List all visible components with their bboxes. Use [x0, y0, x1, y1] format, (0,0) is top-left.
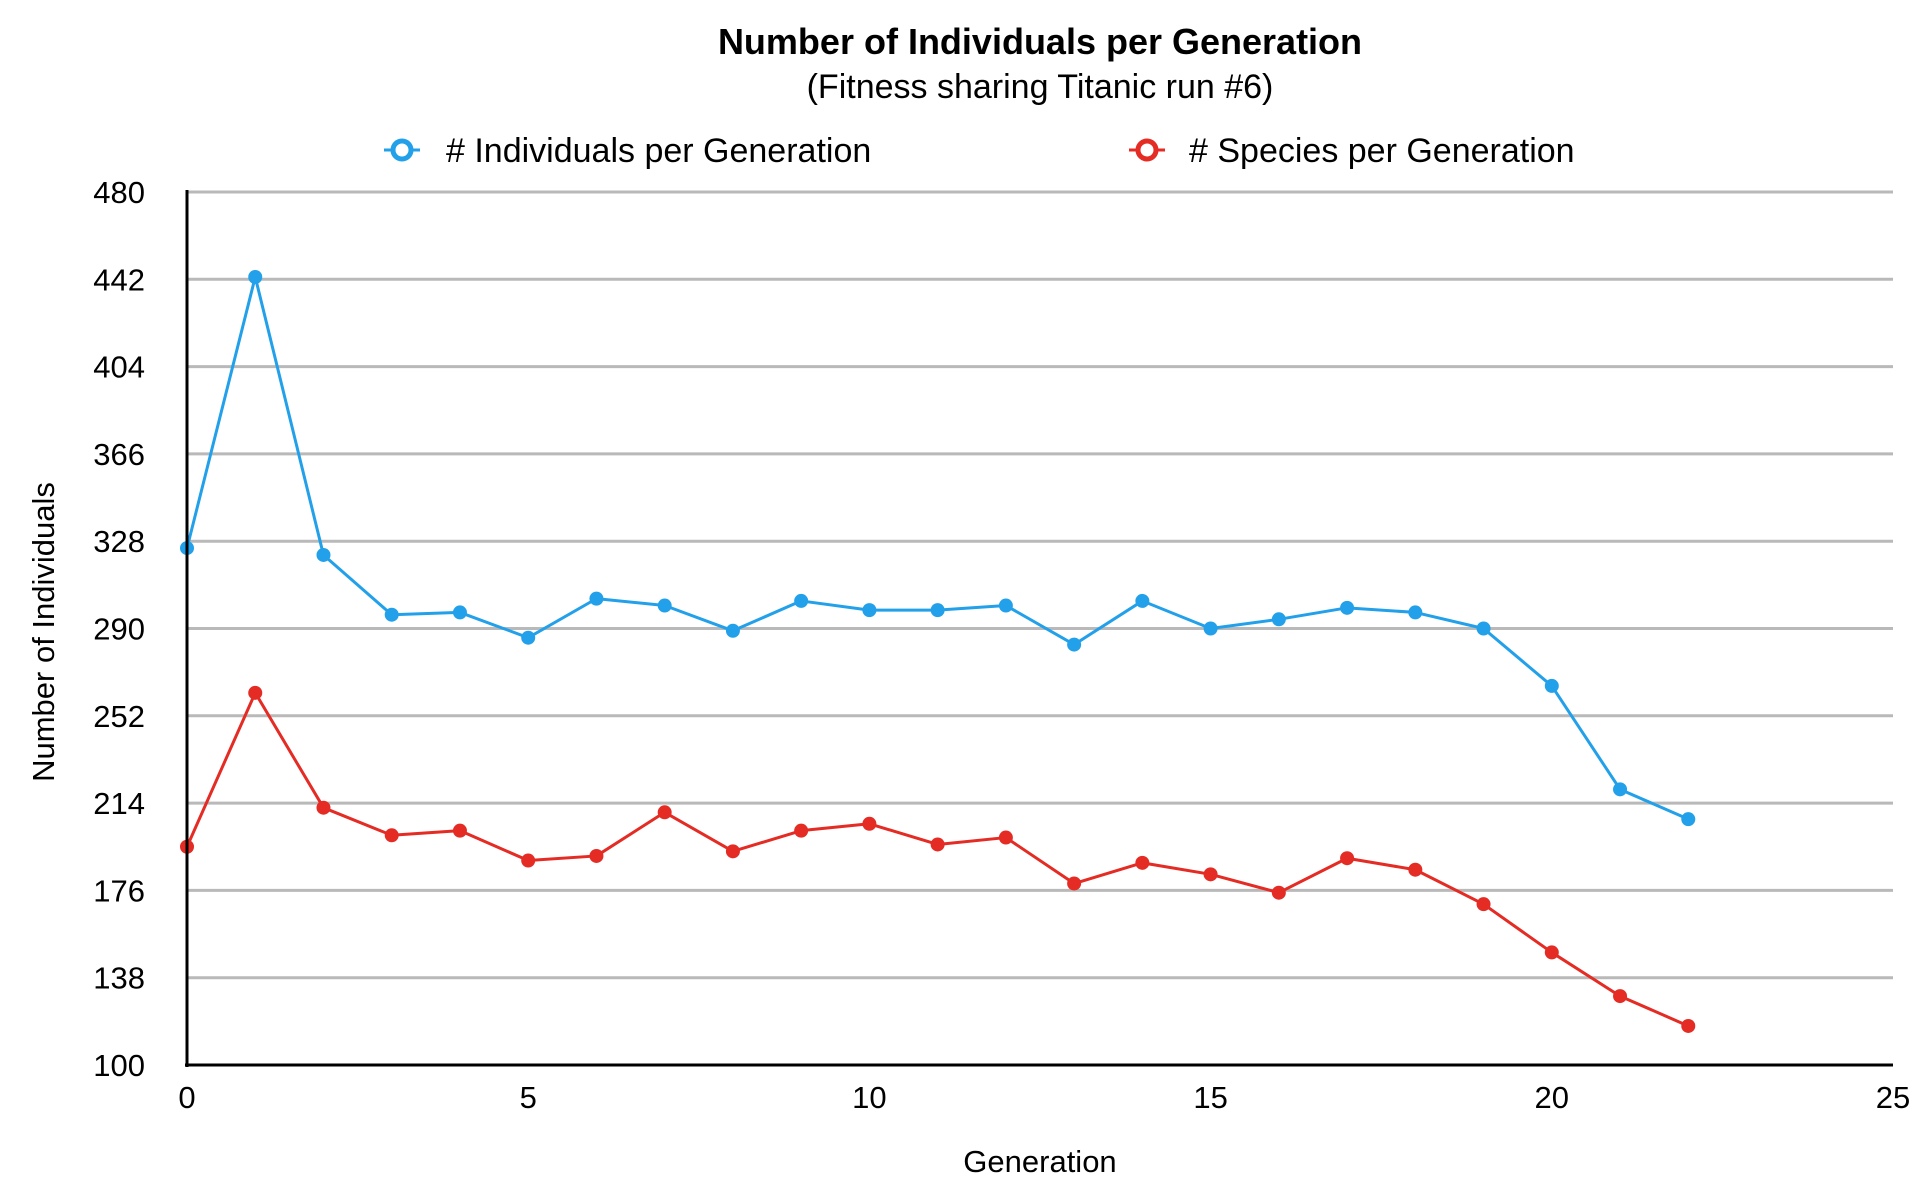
data-point: [1408, 862, 1423, 877]
data-point: [1203, 867, 1218, 882]
tick-labels: 100 138 176 214 252 290 328 366 404 442 480 0 5 10 15 2…: [93, 175, 1910, 1115]
legend-item-2: # Species per Generation: [1129, 132, 1575, 170]
y-tick-label: 290: [93, 612, 145, 647]
data-point: [998, 830, 1013, 845]
data-point: [1135, 593, 1150, 608]
data-point: [248, 270, 263, 285]
x-tick-label: 10: [852, 1080, 886, 1115]
data-point: [384, 607, 399, 622]
data-point: [725, 623, 740, 638]
data-point: [1203, 621, 1218, 636]
y-axis-label: Number of Individuals: [26, 482, 61, 782]
chart-title: Number of Individuals per Generation: [718, 21, 1362, 62]
data-point: [1613, 989, 1628, 1004]
y-tick-label: 366: [93, 437, 145, 472]
chart-subtitle: (Fitness sharing Titanic run #6): [807, 68, 1274, 106]
data-point: [862, 603, 877, 618]
y-tick-label: 480: [93, 175, 145, 210]
data-point: [1681, 812, 1696, 827]
x-tick-label: 15: [1193, 1080, 1227, 1115]
data-point: [794, 823, 809, 838]
chart-legend: # Individuals per Generation # Species pe…: [384, 132, 1575, 170]
data-point: [930, 603, 945, 618]
series-line: [185, 275, 1689, 821]
data-point: [452, 823, 467, 838]
data-point: [1476, 621, 1491, 636]
data-point: [1408, 605, 1423, 620]
data-point: [589, 848, 604, 863]
data-point: [1544, 945, 1559, 960]
x-axis-label: Generation: [963, 1144, 1116, 1179]
grid-lines: [187, 190, 1893, 1067]
data-point: [1613, 782, 1628, 797]
data-point: [316, 800, 331, 815]
data-point: [589, 591, 604, 606]
series-layer: [180, 270, 1696, 1033]
data-point: [1271, 885, 1286, 900]
data-point: [452, 605, 467, 620]
data-point: [862, 816, 877, 831]
y-tick-label: 176: [93, 873, 145, 908]
y-tick-label: 100: [93, 1048, 145, 1083]
data-point: [1544, 678, 1559, 693]
series-2: [180, 685, 1696, 1033]
series-line: [185, 691, 1689, 1028]
x-tick-label: 0: [178, 1080, 195, 1115]
y-tick-label: 442: [93, 262, 145, 297]
data-point: [384, 828, 399, 843]
data-point: [1476, 897, 1491, 912]
data-point: [1340, 851, 1355, 866]
data-point: [521, 853, 536, 868]
series-1: [180, 270, 1696, 827]
y-tick-label: 138: [93, 961, 145, 996]
data-point: [1681, 1018, 1696, 1033]
legend-label: # Individuals per Generation: [446, 132, 871, 170]
data-point: [657, 805, 672, 820]
data-point: [930, 837, 945, 852]
x-tick-label: 20: [1535, 1080, 1569, 1115]
data-point: [1135, 855, 1150, 870]
data-point: [521, 630, 536, 645]
x-tick-label: 25: [1876, 1080, 1910, 1115]
legend-marker: [1135, 138, 1159, 162]
legend-item-1: # Individuals per Generation: [384, 132, 871, 170]
x-tick-label: 5: [520, 1080, 537, 1115]
axes: [185, 190, 1893, 1067]
data-point: [1067, 876, 1082, 891]
y-tick-label: 328: [93, 524, 145, 559]
data-point: [1271, 612, 1286, 627]
data-point: [1067, 637, 1082, 652]
data-point: [725, 844, 740, 859]
y-tick-label: 214: [93, 786, 145, 821]
data-point: [316, 547, 331, 562]
legend-marker: [390, 138, 414, 162]
data-point: [1340, 600, 1355, 615]
data-point: [657, 598, 672, 613]
data-point: [998, 598, 1013, 613]
y-tick-label: 252: [93, 699, 145, 734]
y-tick-label: 404: [93, 350, 145, 385]
data-point: [794, 593, 809, 608]
data-point: [248, 685, 263, 700]
legend-label: # Species per Generation: [1189, 132, 1575, 170]
